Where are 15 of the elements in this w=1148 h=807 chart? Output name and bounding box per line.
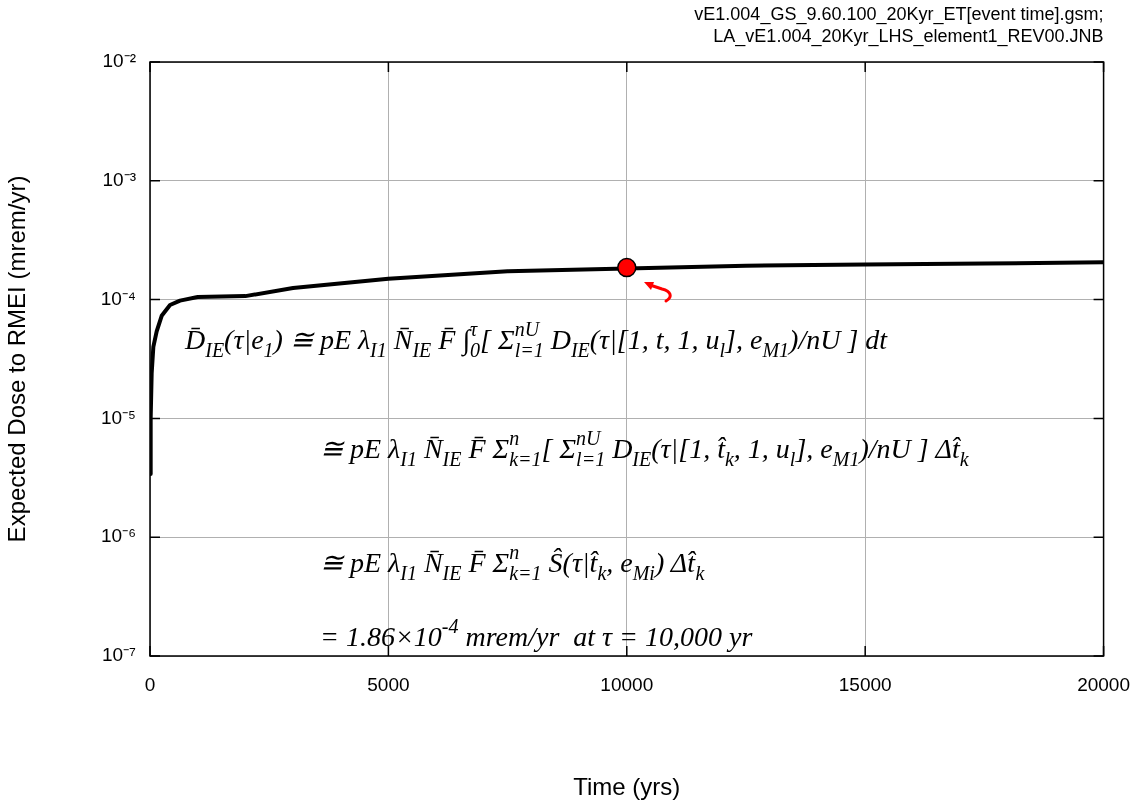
x-tick-label: 20000 bbox=[1077, 673, 1130, 695]
x-tick-label: 5000 bbox=[367, 673, 410, 695]
text: vE1.004_GS_9.60.100_20Kyr_ET[event time].gsm; bbox=[694, 4, 1104, 25]
x-tick-label: 10000 bbox=[600, 673, 654, 695]
y-tick-label: 10⁻⁶ bbox=[101, 525, 136, 547]
y-tick-label: 10⁻⁵ bbox=[100, 406, 136, 428]
x-axis-title: Time (yrs) bbox=[573, 773, 681, 801]
x-tick-label: 0 bbox=[144, 673, 156, 695]
y-tick-label: 10⁻³ bbox=[102, 169, 136, 191]
text: LA_vE1.004_20Kyr_LHS_element1_REV00.JNB bbox=[713, 26, 1104, 47]
y-tick-label: 10⁻⁴ bbox=[100, 287, 136, 309]
y-axis-title: Expected Dose to RMEI (mrem/yr) bbox=[3, 175, 31, 543]
y-tick-label: 10⁻⁷ bbox=[101, 644, 137, 666]
x-tick-label: 15000 bbox=[838, 673, 892, 695]
y-tick-label: 10⁻² bbox=[102, 50, 136, 72]
